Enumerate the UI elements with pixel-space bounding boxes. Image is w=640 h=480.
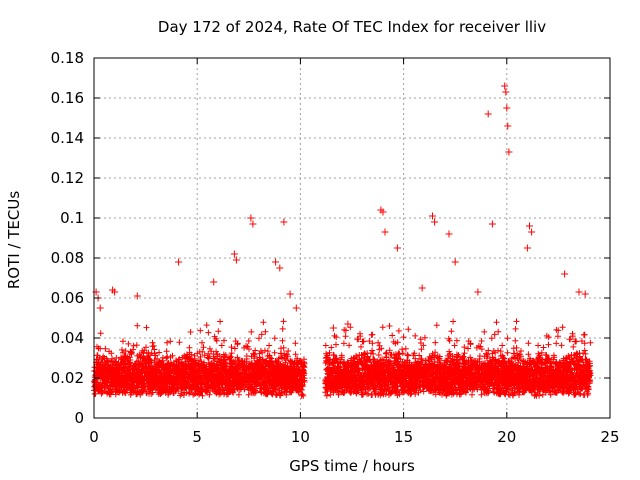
data-point: [249, 220, 257, 228]
y-tick-label: 0.14: [51, 129, 84, 147]
data-point: [526, 222, 533, 230]
data-point: [230, 250, 238, 258]
grid-lines: [94, 58, 610, 418]
y-tick-label: 0.18: [51, 49, 84, 67]
x-tick-label: 15: [394, 428, 413, 446]
x-tick-label: 5: [192, 428, 202, 446]
x-axis-label: GPS time / hours: [289, 457, 415, 475]
axis-ticks: 0 0.02 0.04 0.06 0.08 0.1 0.12 0.14 0.16 0.18 0 5 10…: [51, 49, 620, 446]
data-point: [445, 230, 453, 238]
data-point: [329, 324, 337, 332]
data-point: [292, 304, 300, 312]
data-point: [474, 288, 482, 296]
y-tick-label: 0.06: [51, 289, 84, 307]
y-tick-label: 0: [74, 409, 84, 427]
chart-title: Day 172 of 2024, Rate Of TEC Index for r…: [158, 18, 546, 36]
data-point: [503, 104, 511, 112]
data-point: [581, 290, 589, 298]
data-point: [210, 278, 218, 286]
x-tick-label: 20: [497, 428, 516, 446]
y-tick-label: 0.12: [51, 169, 84, 187]
y-tick-label: 0.08: [51, 249, 84, 267]
data-point: [175, 258, 183, 266]
data-point: [418, 284, 426, 292]
data-point: [451, 258, 459, 266]
data-point: [504, 122, 512, 130]
data-point: [381, 228, 389, 236]
data-point: [484, 110, 492, 118]
y-tick-label: 0.16: [51, 89, 84, 107]
data-point: [272, 258, 280, 266]
y-tick-label: 0.02: [51, 369, 84, 387]
x-tick-label: 25: [600, 428, 619, 446]
data-point: [431, 218, 439, 226]
data-point: [505, 148, 513, 156]
data-point: [286, 290, 294, 298]
y-tick-label: 0.04: [51, 329, 84, 347]
data-point: [523, 244, 531, 252]
data-point: [247, 214, 255, 222]
data-point: [379, 208, 387, 216]
data-point: [232, 256, 240, 264]
data-point: [501, 82, 509, 90]
plot-frame: [93, 57, 611, 419]
data-point: [96, 304, 104, 312]
y-axis-label: ROTI / TECUs: [5, 191, 23, 289]
data-point: [344, 320, 352, 328]
data-point: [502, 88, 510, 96]
data-point: [488, 220, 496, 228]
x-tick-label: 0: [89, 428, 99, 446]
data-point: [561, 270, 569, 278]
data-point: [276, 264, 284, 272]
data-point: [429, 212, 436, 220]
data-point: [280, 218, 288, 226]
data-point: [575, 288, 583, 296]
data-point: [528, 228, 536, 236]
data-point: [111, 288, 119, 296]
x-tick-label: 10: [291, 428, 310, 446]
data-point: [393, 244, 401, 252]
y-tick-label: 0.1: [60, 209, 84, 227]
data-point: [133, 292, 141, 300]
